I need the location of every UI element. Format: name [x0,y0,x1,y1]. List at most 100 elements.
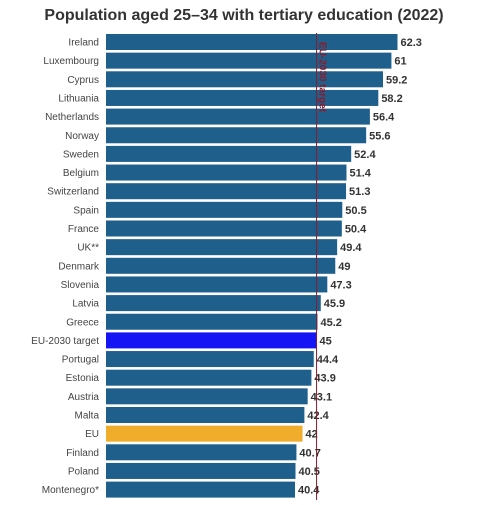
bar [106,145,352,162]
bar-row-slovenia: Slovenia 47.3 [61,276,352,293]
tick-label: Finland [66,448,99,459]
bar [106,276,328,293]
bar-row-montenegro: Montenegro* 40.4 [42,481,320,498]
data-label: 45 [320,335,332,347]
tick-label: Latvia [72,299,99,310]
tick-label: Portugal [62,355,99,366]
bar-row-portugal: Portugal 44.4 [62,351,339,368]
bar-row-finland: Finland 40.7 [66,444,321,461]
bar [106,407,305,423]
data-label: 42 [306,429,318,441]
data-label: 43.1 [311,391,332,403]
data-label: 43.9 [314,373,335,385]
data-label: 51.4 [349,168,371,180]
bar [106,313,318,330]
bar [106,183,347,200]
bar-row-cyprus: Cyprus 59.2 [67,71,407,88]
bar [106,71,383,88]
tick-label: Montenegro* [42,485,99,496]
data-label: 47.3 [330,279,351,291]
bar [106,481,296,498]
tick-label: Lithuania [58,93,99,104]
tick-label: Belgium [63,168,99,179]
data-label: 62.3 [401,37,422,49]
data-label: 45.9 [324,298,345,310]
data-label: 44.4 [317,354,339,366]
bar-row-spain: Spain 50.5 [73,201,367,218]
bar [106,52,392,69]
tick-label: Denmark [58,261,100,272]
bar-row-lithuania: Lithuania 58.2 [58,89,403,106]
target-line-label: EU-2030 target [317,42,328,113]
bar [106,425,303,442]
data-label: 61 [394,56,406,68]
bar-row-luxembourg: Luxembourg 61 [43,52,407,69]
tick-label: Cyprus [67,75,99,86]
data-label: 58.2 [381,93,402,105]
bar [106,239,338,256]
bar-row-latvia: Latvia 45.9 [72,295,345,312]
data-label: 56.4 [373,112,395,124]
tick-label: Sweden [63,149,99,160]
tick-label: Netherlands [45,112,99,123]
bar [106,462,296,479]
bar [106,257,336,274]
bar-row-malta: Malta 42.4 [75,407,330,423]
bar [106,332,317,349]
bar [106,351,314,368]
bar-row-uk: UK** 49.4 [77,239,362,256]
data-label: 40.7 [299,447,320,459]
tick-label: Spain [73,205,99,216]
bar [106,369,312,386]
tick-label: Luxembourg [43,56,99,67]
data-label: 50.4 [345,224,367,236]
target-line-layer: EU-2030 target [316,33,328,500]
bar [106,127,367,144]
tick-label: EU-2030 target [31,336,99,347]
tick-label: EU [85,429,99,440]
tick-label: Ireland [68,38,99,49]
tick-label: Poland [68,466,99,477]
tick-label: France [68,224,100,235]
bar [106,444,297,461]
bar-row-switzerland: Switzerland 51.3 [47,183,370,200]
chart-title: Population aged 25–34 with tertiary educ… [44,7,443,24]
data-label: 40.5 [298,466,319,478]
tick-label: Austria [68,392,100,403]
bar-row-estonia: Estonia 43.9 [66,369,336,386]
bar [106,295,321,312]
bar [106,201,343,218]
tick-label: Malta [75,411,100,422]
bar [106,164,347,181]
tick-label: Slovenia [61,280,100,291]
bar-row-ireland: Ireland 62.3 [68,34,422,50]
bar [106,388,308,405]
bar-row-denmark: Denmark 49 [58,257,351,274]
data-label: 40.4 [298,485,320,497]
bar-row-eu-2030-target: EU-2030 target 45 [31,332,332,349]
data-label: 49 [338,261,350,273]
data-label: 42.4 [307,410,329,422]
bar-row-norway: Norway 55.6 [65,127,391,144]
bar-row-eu: EU 42 [85,425,318,442]
bars-layer: Ireland 62.3 Luxembourg 61 Cyprus 59.2 Lithuan… [31,34,422,498]
bar-row-greece: Greece 45.2 [66,313,342,330]
bar [106,34,398,50]
bar [106,108,370,125]
data-label: 59.2 [386,74,407,86]
bar-row-sweden: Sweden 52.4 [63,145,376,162]
tick-label: Switzerland [47,187,99,198]
data-label: 50.5 [345,205,366,217]
bar-row-netherlands: Netherlands 56.4 [45,108,395,125]
data-label: 52.4 [354,149,376,161]
bar-row-france: France 50.4 [68,220,367,237]
data-label: 49.4 [340,242,362,254]
data-label: 45.2 [320,317,341,329]
tick-label: Greece [66,317,99,328]
data-label: 51.3 [349,186,370,198]
bar-row-austria: Austria 43.1 [68,388,332,405]
tick-label: Norway [65,131,99,142]
bar-row-poland: Poland 40.5 [68,462,320,479]
